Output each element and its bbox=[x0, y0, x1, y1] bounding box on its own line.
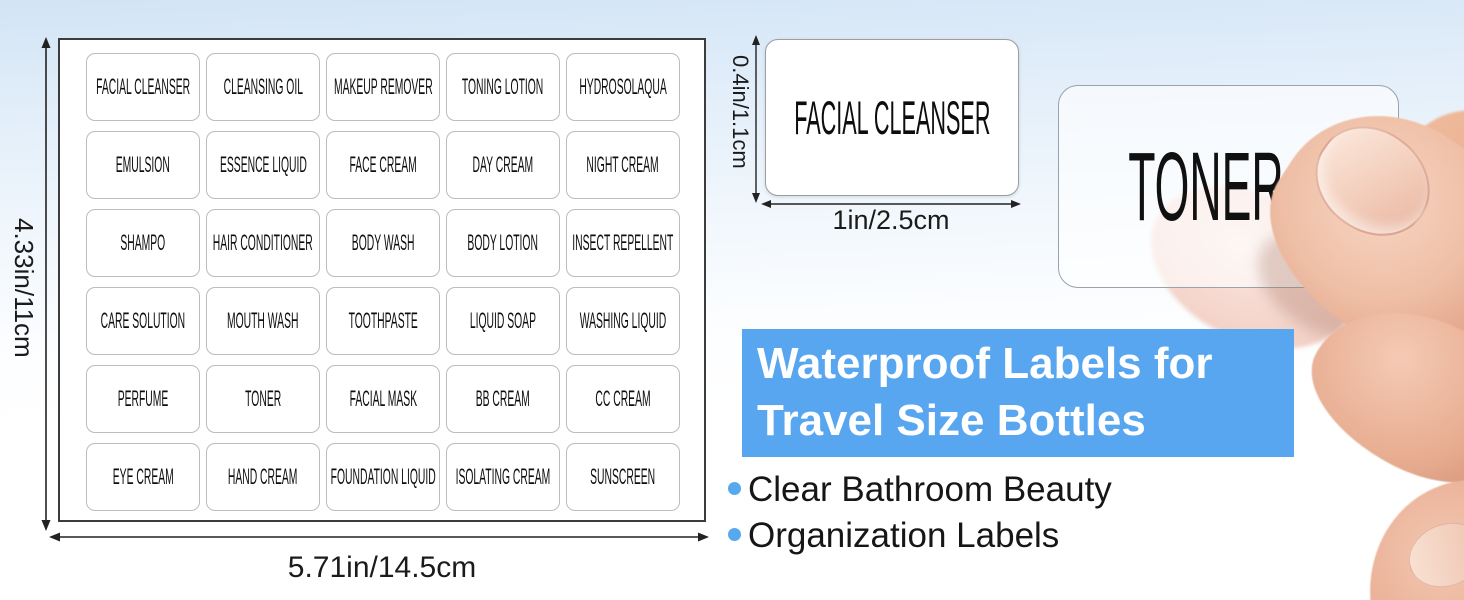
sheet-label-text: PERFUME bbox=[117, 386, 169, 411]
bullet-dot-icon bbox=[728, 528, 741, 541]
sheet-label: WASHING LIQUID bbox=[566, 287, 680, 355]
sheet-label: SUNSCREEN bbox=[566, 443, 680, 511]
sheet-label-text: TONER bbox=[244, 386, 282, 411]
sheet-label: ESSENCE LIQUID bbox=[206, 131, 320, 199]
sheet-label: MAKEUP REMOVER bbox=[326, 53, 440, 121]
bullet-list: Clear Bathroom Beauty Organization Label… bbox=[728, 467, 1112, 559]
sheet-label-text: EMULSION bbox=[115, 152, 171, 177]
sheet-label: FOUNDATION LIQUID bbox=[326, 443, 440, 511]
closeup-width-dimension: 1in/2.5cm bbox=[832, 205, 950, 235]
sheet-label: EMULSION bbox=[86, 131, 200, 199]
sheet-label-text: DAY CREAM bbox=[472, 152, 534, 177]
bullet-text: Organization Labels bbox=[748, 516, 1060, 555]
sheet-label: HAIR CONDITIONER bbox=[206, 209, 320, 277]
sheet-label-text: WASHING LIQUID bbox=[579, 308, 667, 333]
sheet-label: PERFUME bbox=[86, 365, 200, 433]
bullet-text: Clear Bathroom Beauty bbox=[748, 470, 1112, 509]
sheet-label-text: EYE CREAM bbox=[112, 464, 174, 489]
headline-line1: Waterproof Labels for bbox=[757, 339, 1213, 388]
sheet-width-arrow-icon bbox=[49, 532, 709, 542]
sheet-label-text: NIGHT CREAM bbox=[586, 152, 660, 177]
sheet-label: FACE CREAM bbox=[326, 131, 440, 199]
sheet-height-arrow-icon bbox=[41, 37, 51, 531]
sheet-label: TONING LOTION bbox=[446, 53, 560, 121]
sheet-label: CLEANSING OIL bbox=[206, 53, 320, 121]
sheet-label-text: MAKEUP REMOVER bbox=[333, 74, 433, 99]
sheet-label-text: CARE SOLUTION bbox=[100, 308, 186, 333]
sheet-label-text: TONING LOTION bbox=[462, 74, 544, 99]
sheet-label: SHAMPO bbox=[86, 209, 200, 277]
sheet-label: EYE CREAM bbox=[86, 443, 200, 511]
sheet-label: LIQUID SOAP bbox=[446, 287, 560, 355]
bullet-item: Organization Labels bbox=[728, 513, 1112, 559]
held-label-text: TONER bbox=[1127, 131, 1284, 241]
sheet-label: MOUTH WASH bbox=[206, 287, 320, 355]
sheet-label-text: HYDROSOLAQUA bbox=[579, 74, 667, 99]
sheet-label: TOOTHPASTE bbox=[326, 287, 440, 355]
sheet-label-text: TOOTHPASTE bbox=[348, 308, 418, 333]
sheet-label: DAY CREAM bbox=[446, 131, 560, 199]
sheet-label: TONER bbox=[206, 365, 320, 433]
sheet-label-text: BODY WASH bbox=[351, 230, 415, 255]
sheet-label-text: ESSENCE LIQUID bbox=[219, 152, 307, 177]
sheet-label-text: ISOLATING CREAM bbox=[455, 464, 551, 489]
sheet-label-text: FACIAL CLEANSER bbox=[96, 74, 190, 99]
sheet-label: HYDROSOLAQUA bbox=[566, 53, 680, 121]
sheet-label: ISOLATING CREAM bbox=[446, 443, 560, 511]
sheet-label-text: BB CREAM bbox=[475, 386, 531, 411]
sheet-label-text: LIQUID SOAP bbox=[469, 308, 537, 333]
sheet-label-text: SHAMPO bbox=[120, 230, 166, 255]
sheet-label-text: SUNSCREEN bbox=[590, 464, 656, 489]
sheet-width-dimension: 5.71in/14.5cm bbox=[287, 551, 477, 584]
sheet-label-text: INSECT REPELLENT bbox=[572, 230, 674, 255]
closeup-label-text: FACIAL CLEANSER bbox=[793, 91, 991, 144]
sheet-label-text: BODY LOTION bbox=[467, 230, 539, 255]
sheet-height-dimension: 4.33in/11cm bbox=[9, 218, 39, 358]
sheet-label: CC CREAM bbox=[566, 365, 680, 433]
closeup-width-arrow-icon bbox=[761, 200, 1021, 208]
sheet-label-text: CC CREAM bbox=[595, 386, 651, 411]
sheet-label: BODY LOTION bbox=[446, 209, 560, 277]
bullet-dot-icon bbox=[728, 482, 741, 495]
sheet-label-text: FACE CREAM bbox=[349, 152, 417, 177]
sheet-label-text: MOUTH WASH bbox=[227, 308, 299, 333]
sheet-label: FACIAL CLEANSER bbox=[86, 53, 200, 121]
closeup-height-arrow-icon bbox=[752, 35, 760, 203]
closeup-label: FACIAL CLEANSER bbox=[765, 39, 1019, 196]
sheet-label-text: HAND CREAM bbox=[228, 464, 298, 489]
sheet-label: HAND CREAM bbox=[206, 443, 320, 511]
sheet-label-text: HAIR CONDITIONER bbox=[212, 230, 314, 255]
headline-line2: Travel Size Bottles bbox=[757, 396, 1146, 445]
sheet-label-text: CLEANSING OIL bbox=[223, 74, 303, 99]
sheet-label: NIGHT CREAM bbox=[566, 131, 680, 199]
sheet-label: CARE SOLUTION bbox=[86, 287, 200, 355]
sheet-label-text: FOUNDATION LIQUID bbox=[330, 464, 436, 489]
sheet-label: BODY WASH bbox=[326, 209, 440, 277]
bullet-item: Clear Bathroom Beauty bbox=[728, 467, 1112, 513]
headline-banner: Waterproof Labels for Travel Size Bottle… bbox=[742, 329, 1294, 457]
sheet-label: FACIAL MASK bbox=[326, 365, 440, 433]
sheet-label: INSECT REPELLENT bbox=[566, 209, 680, 277]
sheet-label: BB CREAM bbox=[446, 365, 560, 433]
label-sheet: FACIAL CLEANSER CLEANSING OIL MAKEUP REM… bbox=[58, 38, 706, 522]
closeup-height-dimension: 0.4in/1.1cm bbox=[728, 55, 753, 169]
sheet-label-text: FACIAL MASK bbox=[349, 386, 417, 411]
